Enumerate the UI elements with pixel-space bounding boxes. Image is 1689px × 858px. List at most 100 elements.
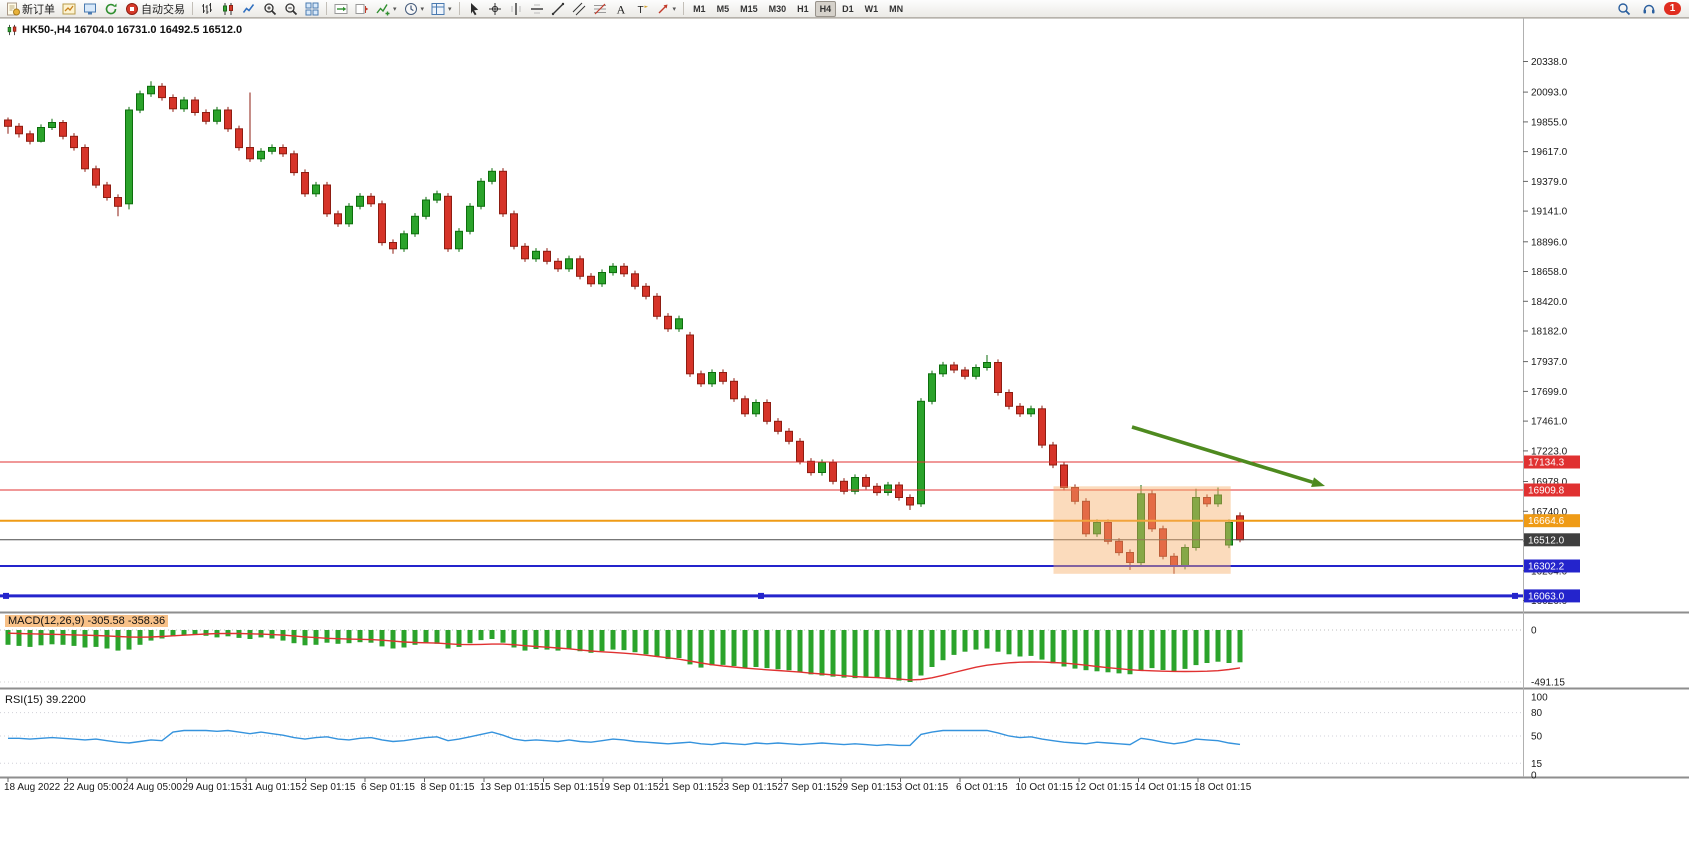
notification-badge[interactable]: 1 [1664, 2, 1681, 15]
rsi-line [8, 729, 1241, 747]
clock-icon [404, 2, 417, 15]
macd-signal-line [7, 632, 1241, 681]
rsi-label: RSI(15) 39.2200 [5, 694, 86, 706]
charts-menu-button[interactable] [59, 0, 79, 18]
timeframe-button-d1[interactable]: D1 [842, 3, 854, 14]
text-label-button[interactable]: T [632, 0, 652, 18]
auto-scroll-icon [334, 3, 348, 14]
autotrading-icon [126, 2, 138, 15]
zoom-in-button[interactable] [260, 0, 280, 18]
line-chart-button[interactable] [239, 0, 259, 18]
toolbar-separator [683, 2, 685, 15]
horizontal-line-button[interactable] [527, 0, 547, 18]
svg-text:16909.8: 16909.8 [1528, 486, 1565, 497]
svg-text:18658.0: 18658.0 [1531, 267, 1568, 278]
svg-text:12 Oct 01:15: 12 Oct 01:15 [1075, 782, 1133, 793]
trendline-icon [551, 2, 564, 15]
crosshair-button[interactable] [485, 0, 505, 18]
timeframe-button-h4[interactable]: H4 [814, 0, 837, 17]
macd-label: MACD(12,26,9) -305.58 -358.36 [5, 615, 169, 627]
svg-text:18182.0: 18182.0 [1531, 327, 1568, 338]
rsi-panel: 100 80 50 150 [0, 693, 1548, 782]
svg-text:0: 0 [1531, 771, 1537, 782]
candlestick-icon [223, 2, 233, 15]
crosshair-icon [488, 2, 501, 15]
toolbar-support-button[interactable] [1639, 0, 1659, 18]
text-button[interactable]: A [611, 0, 631, 18]
auto-scroll-button[interactable] [331, 0, 351, 18]
svg-text:16740.0: 16740.0 [1531, 507, 1568, 518]
tile-windows-button[interactable] [302, 0, 322, 18]
indicators-button[interactable]: ▾ [373, 0, 400, 18]
svg-text:22 Aug 05:00: 22 Aug 05:00 [64, 782, 123, 793]
toolbar-right-group: 1 [1614, 0, 1686, 18]
chart-title: HK50-,H4 16704.0 16731.0 16492.5 16512.0 [6, 24, 242, 36]
svg-text:8 Sep 01:15: 8 Sep 01:15 [421, 782, 475, 793]
refresh-button[interactable] [101, 0, 121, 18]
vertical-line-button[interactable] [506, 0, 526, 18]
svg-text:50: 50 [1531, 732, 1543, 743]
time-axis: 18 Aug 2022 22 Aug 05:00 24 Aug 05:00 29 Au… [4, 778, 1252, 793]
svg-text:18 Aug 2022: 18 Aug 2022 [4, 782, 61, 793]
new-order-button[interactable]: 新订单 [3, 0, 58, 18]
fibonacci-button[interactable] [590, 0, 610, 18]
toolbar-search-button[interactable] [1614, 0, 1634, 18]
timeframe-button-m30[interactable]: M30 [768, 3, 787, 14]
candlestick-chart-button[interactable] [218, 0, 238, 18]
templates-button[interactable]: ▾ [428, 0, 455, 18]
text-icon: A [616, 2, 625, 16]
svg-text:16978.0: 16978.0 [1531, 477, 1568, 488]
tile-windows-icon [305, 2, 319, 15]
svg-text:6 Oct 01:15: 6 Oct 01:15 [956, 782, 1008, 793]
headset-icon [1643, 4, 1655, 13]
timeframe-button-m15[interactable]: M15 [740, 3, 758, 14]
svg-text:29 Aug 01:15: 29 Aug 01:15 [183, 782, 242, 793]
chart-shift-icon [355, 3, 369, 14]
svg-text:100: 100 [1531, 693, 1548, 704]
bar-chart-button[interactable] [197, 0, 217, 18]
chart-window-icon [7, 24, 17, 36]
new-order-icon [7, 2, 20, 15]
svg-text:2 Sep 01:15: 2 Sep 01:15 [302, 782, 356, 793]
consolidation-zone [1053, 486, 1231, 574]
svg-text:16512.0: 16512.0 [1528, 535, 1565, 546]
timeframe-button-h1[interactable]: H1 [797, 3, 809, 14]
label-icon: T [637, 5, 648, 16]
chart-shift-button[interactable] [352, 0, 372, 18]
zoom-out-button[interactable] [281, 0, 301, 18]
svg-text:0: 0 [1531, 626, 1537, 637]
svg-text:16063.0: 16063.0 [1528, 591, 1565, 602]
zoom-in-icon [264, 2, 277, 15]
profiles-button[interactable] [80, 0, 100, 18]
timeframe-button-m5[interactable]: M5 [716, 3, 730, 14]
svg-text:17134.3: 17134.3 [1528, 458, 1565, 469]
svg-text:6 Sep 01:15: 6 Sep 01:15 [361, 782, 415, 793]
trendline-button[interactable] [548, 0, 568, 18]
chevron-down-icon: ▾ [672, 5, 677, 13]
svg-text:10 Oct 01:15: 10 Oct 01:15 [1016, 782, 1074, 793]
price-axis-badges: 17134.3 16909.8 16664.6 16512.0 16302.2 16063… [1524, 455, 1580, 603]
search-icon [1618, 2, 1631, 15]
timeframe-button-mn[interactable]: MN [889, 3, 904, 14]
timeframe-button-w1[interactable]: W1 [864, 3, 879, 14]
cursor-button[interactable] [464, 0, 484, 18]
svg-text:T: T [637, 5, 643, 16]
cursor-icon [470, 2, 478, 15]
svg-text:20093.0: 20093.0 [1531, 88, 1568, 99]
svg-text:80: 80 [1531, 708, 1543, 719]
chart-canvas[interactable]: 20338.0 20093.0 19855.0 19617.0 19379.0 19141… [0, 18, 1689, 858]
svg-text:17223.0: 17223.0 [1531, 446, 1568, 457]
arrows-button[interactable]: ▾ [653, 0, 680, 18]
candlestick-series [4, 81, 1244, 574]
svg-text:16664.6: 16664.6 [1528, 516, 1565, 527]
svg-text:15 Sep 01:15: 15 Sep 01:15 [540, 782, 600, 793]
svg-text:23 Sep 01:15: 23 Sep 01:15 [718, 782, 778, 793]
timeframe-button-m1[interactable]: M1 [693, 3, 706, 14]
autotrading-button[interactable]: 自动交易 [122, 0, 188, 18]
zoom-out-icon [285, 2, 298, 15]
profiles-icon [84, 3, 96, 14]
channel-button[interactable] [569, 0, 589, 18]
periods-button[interactable]: ▾ [401, 0, 428, 18]
svg-text:16302.2: 16302.2 [1528, 562, 1565, 573]
